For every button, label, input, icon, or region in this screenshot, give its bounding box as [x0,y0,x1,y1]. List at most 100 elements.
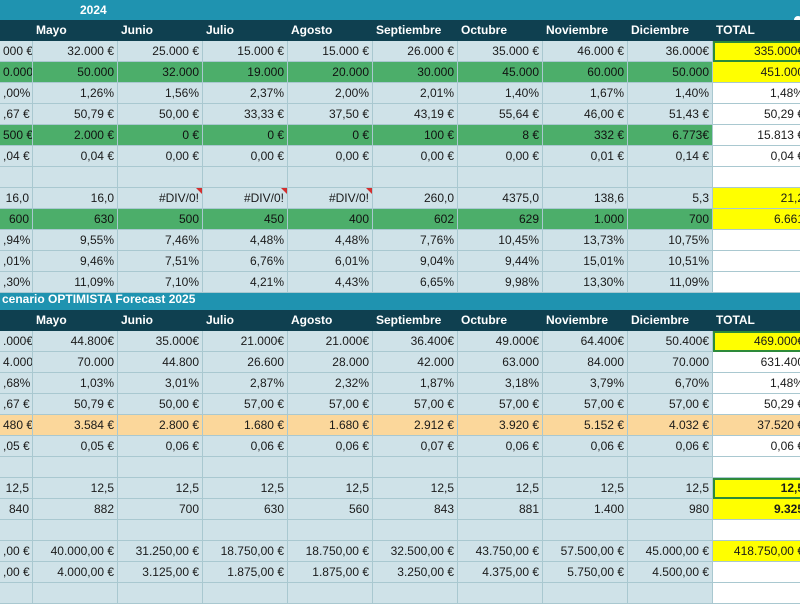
header-cell[interactable]: Septiembre [373,20,458,41]
header-cell[interactable]: Noviembre [543,20,628,41]
data-cell[interactable]: 9,44% [458,251,543,272]
data-cell[interactable] [0,583,33,604]
total-cell[interactable]: 50,29 € [713,394,800,415]
data-cell[interactable]: 9,98% [458,272,543,293]
data-cell[interactable] [118,583,203,604]
data-cell[interactable] [458,457,543,478]
total-cell[interactable]: 6.661 [713,209,800,230]
header-cell[interactable]: Septiembre [373,310,458,331]
data-cell[interactable] [0,167,33,188]
data-cell[interactable]: 881 [458,499,543,520]
data-cell[interactable]: 0,00 € [203,146,288,167]
total-cell[interactable] [713,167,800,188]
data-cell[interactable]: 1.400 [543,499,628,520]
data-cell[interactable] [203,167,288,188]
data-cell[interactable]: 0,06 € [628,436,713,457]
data-cell[interactable] [628,167,713,188]
data-cell[interactable]: ,04 € [0,146,33,167]
data-cell[interactable] [543,520,628,541]
data-cell[interactable]: 630 [203,499,288,520]
header-cell[interactable]: Noviembre [543,310,628,331]
data-cell[interactable] [33,167,118,188]
total-cell[interactable] [713,272,800,293]
header-cell[interactable]: Diciembre [628,20,713,41]
data-cell[interactable]: 4.375,00 € [458,562,543,583]
data-cell[interactable]: 16,0 [33,188,118,209]
header-cell[interactable]: Junio [118,310,203,331]
data-cell[interactable]: 9,55% [33,230,118,251]
data-cell[interactable]: ,68% [0,373,33,394]
data-cell[interactable]: 138,6 [543,188,628,209]
data-cell[interactable]: 57,00 € [628,394,713,415]
data-cell[interactable]: 50,79 € [33,394,118,415]
data-cell[interactable]: 1.000 [543,209,628,230]
data-cell[interactable]: 49.000€ [458,331,543,352]
data-cell[interactable]: 26.000 € [373,41,458,62]
data-cell[interactable] [373,167,458,188]
data-cell[interactable]: ,30% [0,272,33,293]
header-cell[interactable]: Octubre [458,310,543,331]
data-cell[interactable]: 1.680 € [203,415,288,436]
header-cell[interactable]: Julio [203,310,288,331]
data-cell[interactable]: 1.875,00 € [288,562,373,583]
data-cell[interactable]: 57,00 € [458,394,543,415]
data-cell[interactable]: 4,48% [203,230,288,251]
data-cell[interactable]: 7,10% [118,272,203,293]
data-cell[interactable] [373,457,458,478]
data-cell[interactable] [0,457,33,478]
data-cell[interactable]: 45.000 [458,62,543,83]
header-cell[interactable]: Mayo [33,310,118,331]
data-cell[interactable]: 4375,0 [458,188,543,209]
data-cell[interactable]: 6,01% [288,251,373,272]
data-cell[interactable]: 980 [628,499,713,520]
data-cell[interactable]: 50,00 € [118,394,203,415]
data-cell[interactable]: 84.000 [543,352,628,373]
total-cell[interactable]: 0,06 € [713,436,800,457]
data-cell[interactable]: 51,43 € [628,104,713,125]
data-cell[interactable]: 0,06 € [203,436,288,457]
data-cell[interactable]: 15.000 € [288,41,373,62]
data-cell[interactable]: 18.750,00 € [288,541,373,562]
data-cell[interactable]: 12,5 [458,478,543,499]
data-cell[interactable]: 7,51% [118,251,203,272]
data-cell[interactable] [543,457,628,478]
total-cell[interactable]: 37.520 € [713,415,800,436]
data-cell[interactable]: 3.920 € [458,415,543,436]
data-cell[interactable]: 500 € [0,125,33,146]
data-cell[interactable]: 0,07 € [373,436,458,457]
data-cell[interactable] [288,520,373,541]
data-cell[interactable]: 50,00 € [118,104,203,125]
data-cell[interactable] [628,520,713,541]
data-cell[interactable]: 5.152 € [543,415,628,436]
data-cell[interactable]: 15.000 € [203,41,288,62]
data-cell[interactable] [543,167,628,188]
data-cell[interactable]: 25.000 € [118,41,203,62]
data-cell[interactable]: 1,40% [628,83,713,104]
data-cell[interactable]: 0,04 € [33,146,118,167]
data-cell[interactable]: 11,09% [628,272,713,293]
data-cell[interactable]: 12,5 [33,478,118,499]
data-cell[interactable]: 2,37% [203,83,288,104]
data-cell[interactable] [288,457,373,478]
data-cell[interactable]: 18.750,00 € [203,541,288,562]
data-cell[interactable] [543,583,628,604]
data-cell[interactable]: 42.000 [373,352,458,373]
data-cell[interactable]: 4.000,00 € [33,562,118,583]
data-cell[interactable]: 2.912 € [373,415,458,436]
data-cell[interactable]: 12,5 [0,478,33,499]
data-cell[interactable]: 16,0 [0,188,33,209]
data-cell[interactable]: 700 [118,499,203,520]
data-cell[interactable]: 0 € [288,125,373,146]
data-cell[interactable]: 40.000,00 € [33,541,118,562]
data-cell[interactable]: #DIV/0! [288,188,373,209]
data-cell[interactable]: 260,0 [373,188,458,209]
data-cell[interactable]: 0,06 € [118,436,203,457]
data-cell[interactable]: 0,00 € [288,146,373,167]
data-cell[interactable]: 46.000 € [543,41,628,62]
data-cell[interactable]: 30.000 [373,62,458,83]
total-cell[interactable]: 21,2 [713,188,800,209]
data-cell[interactable]: 32.500,00 € [373,541,458,562]
header-cell[interactable] [0,20,33,41]
data-cell[interactable]: 26.600 [203,352,288,373]
data-cell[interactable]: 50.400€ [628,331,713,352]
